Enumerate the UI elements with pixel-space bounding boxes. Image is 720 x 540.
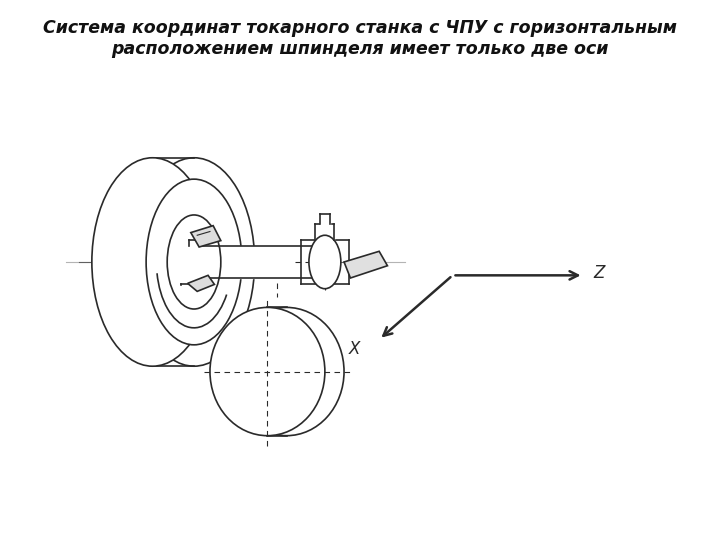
Ellipse shape — [210, 307, 325, 436]
Ellipse shape — [92, 158, 213, 366]
Polygon shape — [344, 251, 387, 278]
Text: X: X — [348, 340, 360, 358]
Polygon shape — [188, 275, 215, 292]
Ellipse shape — [167, 215, 221, 309]
Ellipse shape — [229, 307, 344, 436]
Ellipse shape — [133, 158, 255, 366]
Polygon shape — [191, 226, 221, 247]
Ellipse shape — [146, 179, 242, 345]
Ellipse shape — [309, 235, 341, 289]
Text: Z: Z — [593, 264, 604, 282]
Text: Система координат токарного станка с ЧПУ с горизонтальным
расположением шпинделя: Система координат токарного станка с ЧПУ… — [43, 19, 677, 58]
